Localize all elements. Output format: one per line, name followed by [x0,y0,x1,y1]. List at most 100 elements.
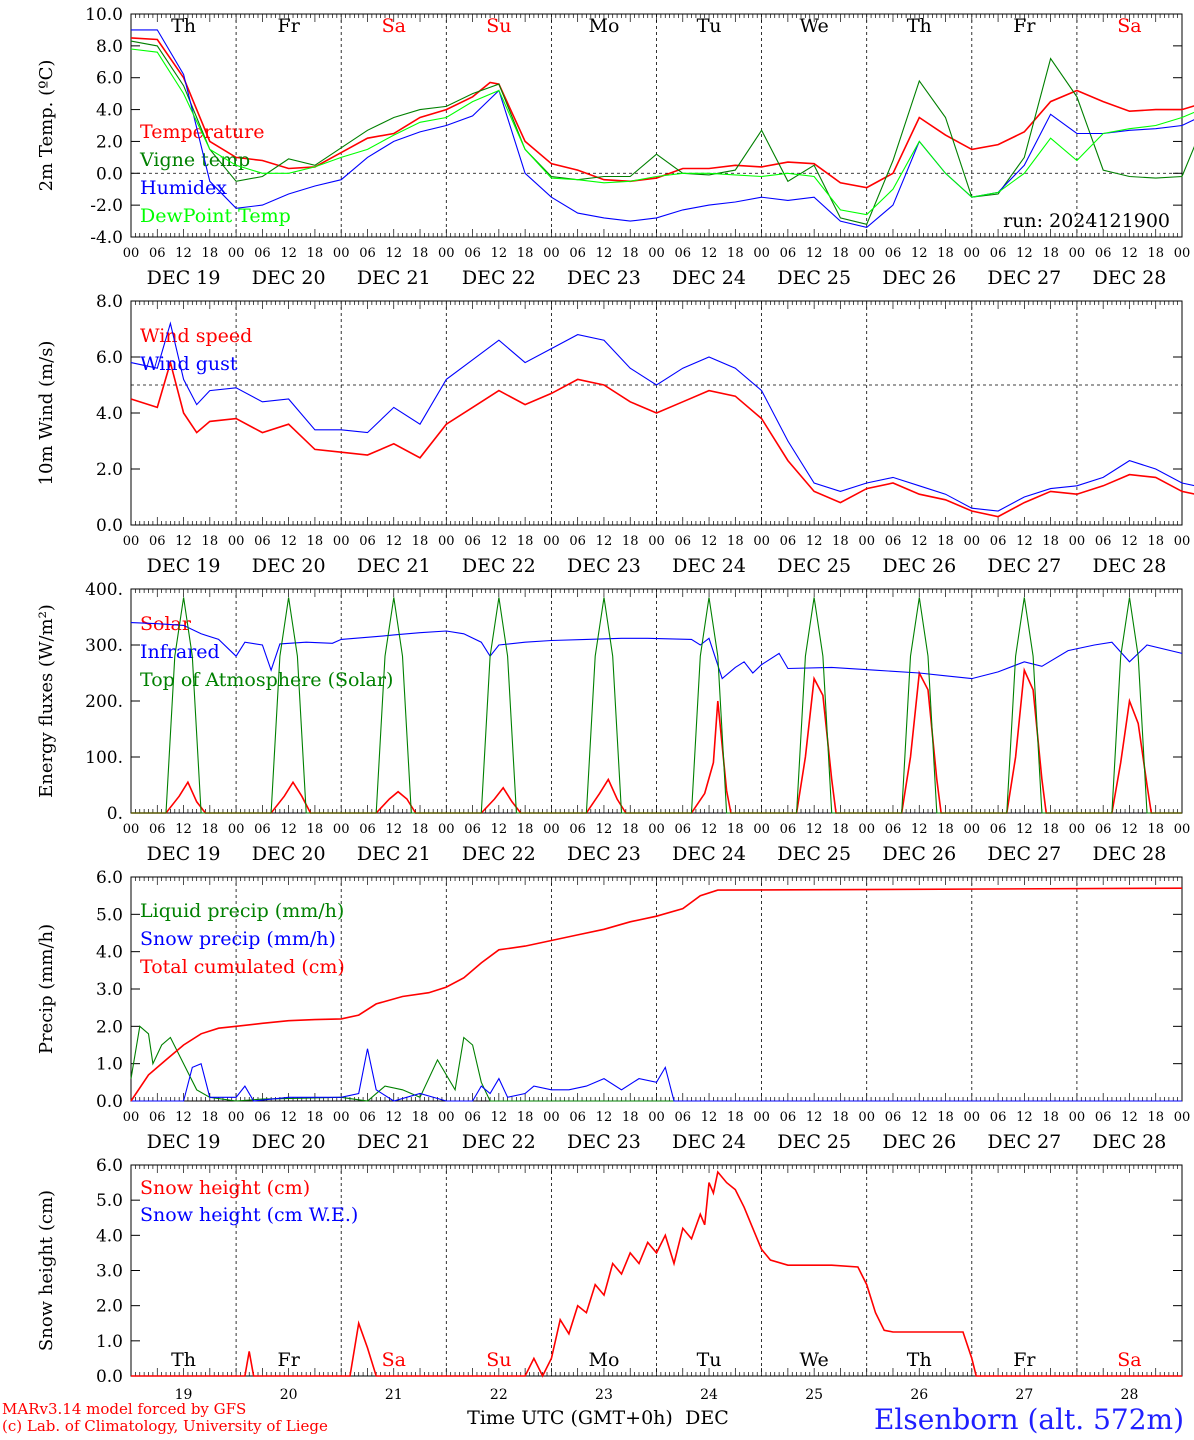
hour-tick-label: 12 [385,246,402,261]
y-axis-label: Snow height (cm) [36,1190,57,1351]
hour-tick-label: 18 [622,822,639,837]
date-label: DEC 25 [777,1131,851,1153]
hour-tick-label: 18 [307,822,324,837]
date-label: DEC 27 [987,843,1061,865]
date-label: DEC 25 [777,555,851,577]
date-label: DEC 27 [987,1131,1061,1153]
hour-tick-label: 18 [1042,246,1059,261]
series-line [130,359,1194,518]
hour-tick-label: 06 [149,246,166,261]
hour-tick-label: 18 [832,822,849,837]
hour-tick-label: 06 [464,822,481,837]
day-of-week-label: Fr [278,15,301,37]
hour-tick-label: 06 [780,534,797,549]
date-label: DEC 19 [147,1131,221,1153]
hour-tick-label: 06 [675,1110,692,1125]
day-of-week-label: Fr [1013,1349,1036,1371]
day-of-week-label: Th [907,15,932,37]
day-number-label: 28 [1121,1387,1139,1403]
date-label: DEC 22 [462,267,536,289]
hour-tick-label: 12 [911,1110,928,1125]
legend-entry: Top of Atmosphere (Solar) [140,669,393,691]
x-axis-month: DEC [685,1407,729,1429]
hour-tick-label: 12 [806,1110,823,1125]
hour-tick-label: 18 [412,534,429,549]
hour-tick-label: 06 [464,534,481,549]
day-of-week-label: Mo [588,15,619,37]
y-tick-label: 3.0 [96,980,123,1000]
y-tick-label: 1.0 [96,1055,123,1075]
panel-5: 0.0 1.0 2.0 3.0 4.0 5.0 6.0 Snow height (cm) Sno… [36,1156,1183,1429]
hour-tick-label: 06 [359,822,376,837]
hour-tick-label: 12 [701,534,718,549]
date-label: DEC 26 [882,1131,956,1153]
hour-tick-label: 06 [569,246,586,261]
date-label: DEC 23 [567,1131,641,1153]
hour-tick-label: 12 [596,1110,613,1125]
legend-entry: Infrared [140,641,220,663]
hour-tick-label: 00 [333,534,350,549]
panel-2: 0.0 2.0 4.0 6.0 8.0 10m Wind (m/s) Wind speed W… [36,292,1194,577]
day-of-week-label: Tu [697,15,722,37]
date-label: DEC 20 [252,267,326,289]
date-label: DEC 20 [252,555,326,577]
date-label: DEC 21 [357,843,431,865]
y-tick-label: 1.0 [96,1332,123,1352]
hour-tick-label: 18 [202,822,219,837]
hour-tick-label: 18 [412,822,429,837]
hour-tick-label: 12 [175,246,192,261]
series-line [130,40,1194,225]
hour-tick-label: 18 [517,534,534,549]
hour-tick-label: 12 [175,534,192,549]
series-line [131,1170,1182,1378]
date-label: DEC 25 [777,267,851,289]
hour-tick-label: 06 [359,534,376,549]
hour-tick-label: 18 [937,1110,954,1125]
hour-tick-label: 06 [254,822,271,837]
hour-tick-label: 00 [543,1110,560,1125]
hour-tick-label: 12 [385,534,402,549]
hour-tick-label: 12 [1121,534,1138,549]
hour-tick-label: 00 [1174,534,1191,549]
hour-tick-label: 06 [254,1110,271,1125]
series-line [130,622,1183,680]
hour-tick-label: 12 [175,822,192,837]
hour-tick-label: 06 [569,534,586,549]
hour-tick-label: 00 [123,822,140,837]
legend-entry: DewPoint Temp [140,205,291,227]
series-line [131,667,1182,814]
hour-tick-label: 18 [727,1110,744,1125]
y-tick-label: 10.0 [85,5,123,25]
day-of-week-label: Th [907,1349,932,1371]
hour-tick-label: 12 [911,534,928,549]
y-axis-label: 2m Temp. (ºC) [36,60,57,192]
y-tick-label: 4.0 [96,404,123,424]
day-of-week-label: Sa [1117,15,1141,37]
hour-tick-label: 00 [648,246,665,261]
hour-tick-label: 00 [228,1110,245,1125]
hour-tick-label: 18 [727,534,744,549]
hour-tick-label: 06 [1095,822,1112,837]
hour-tick-label: 00 [753,534,770,549]
hour-tick-label: 12 [280,246,297,261]
hour-tick-label: 18 [622,246,639,261]
hour-tick-label: 00 [438,246,455,261]
date-label: DEC 26 [882,267,956,289]
hour-tick-label: 12 [1016,246,1033,261]
series-line [131,29,1194,228]
hour-tick-label: 18 [202,1110,219,1125]
day-number-label: 26 [910,1387,928,1403]
legend-entry: Snow height (cm) [140,1177,310,1199]
hour-tick-label: 00 [1069,246,1086,261]
y-tick-label: 200. [85,692,123,712]
hour-tick-label: 06 [675,534,692,549]
hour-tick-label: 00 [543,534,560,549]
hour-tick-label: 06 [254,246,271,261]
day-number-label: 25 [805,1387,823,1403]
hour-tick-label: 18 [307,246,324,261]
hour-tick-label: 00 [333,1110,350,1125]
hour-tick-label: 12 [1121,822,1138,837]
hour-tick-label: 12 [596,534,613,549]
station-label: Elsenborn (alt. 572m) [873,1403,1184,1436]
run-label: run: 2024121900 [1003,210,1170,232]
